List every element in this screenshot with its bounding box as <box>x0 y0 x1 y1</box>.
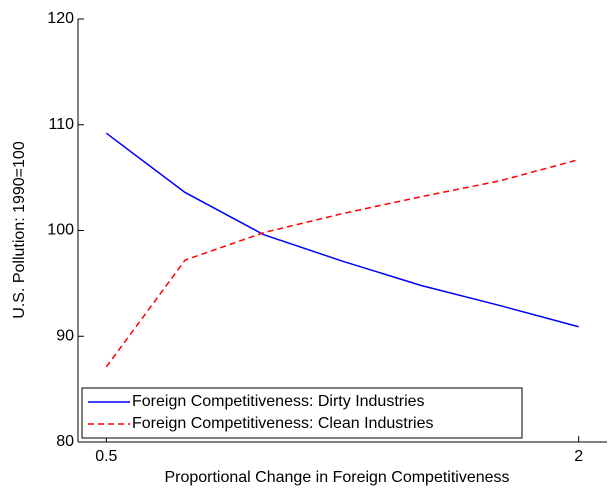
legend-box <box>81 387 523 439</box>
x-axis-label: Proportional Change in Foreign Competiti… <box>164 469 509 486</box>
y-axis-label: U.S. Pollution: 1990=100 <box>11 141 28 319</box>
y-tick-label: 120 <box>47 10 74 27</box>
series-line <box>105 132 579 328</box>
x-tick-label: 0.5 <box>95 448 117 465</box>
series-line <box>105 158 579 368</box>
y-tick-label: 110 <box>48 116 74 133</box>
x-tick-label: 2 <box>574 448 583 465</box>
legend-label: Foreign Competitiveness: Dirty Industrie… <box>132 393 425 410</box>
legend-label: Foreign Competitiveness: Clean Industrie… <box>132 415 433 432</box>
y-tick-label: 100 <box>47 222 74 239</box>
y-tick-label: 90 <box>56 327 74 344</box>
y-tick-label: 80 <box>56 433 74 450</box>
